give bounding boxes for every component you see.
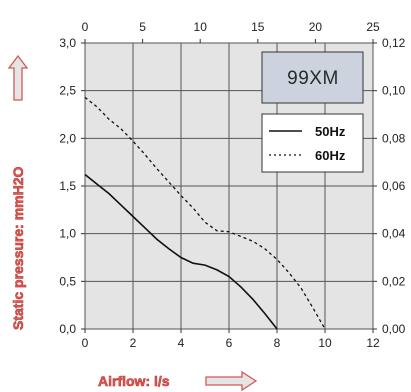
- right-tick-labels: 0,00 0,02 0,04 0,06 0,08 0,10 0,12: [382, 36, 406, 336]
- legend-label-50hz: 50Hz: [315, 124, 346, 139]
- right-tick-label: 0,04: [382, 227, 406, 241]
- top-tick-label: 20: [309, 20, 323, 34]
- x-tick-label: 2: [130, 336, 137, 350]
- right-tick-label: 0,06: [382, 179, 406, 193]
- y-tick-label: 0,0: [59, 322, 76, 336]
- right-tick-label: 0,08: [382, 131, 406, 145]
- y-tick-label: 1,0: [59, 227, 76, 241]
- up-arrow-icon: [7, 54, 29, 101]
- legend: [261, 113, 364, 173]
- y-tick-label: 3,0: [59, 36, 76, 50]
- x-tick-label: 12: [366, 336, 380, 350]
- y-tick-label: 1,5: [59, 179, 76, 193]
- y-tick-label: 2,5: [59, 84, 76, 98]
- axis-ticks: [81, 39, 377, 333]
- x-tick-label: 6: [226, 336, 233, 350]
- right-tick-label: 0,02: [382, 274, 406, 288]
- y-axis-label: Static pressure: mmH2O: [10, 166, 26, 330]
- x-axis-label-group: Airflow: l/s: [98, 370, 258, 392]
- right-tick-label: 0,10: [382, 84, 406, 98]
- y-tick-label: 0,5: [59, 274, 76, 288]
- series-line-50hz: [84, 173, 278, 330]
- y-axis-label-group: Static pressure: mmH2O: [7, 54, 29, 330]
- x-tick-label: 0: [82, 336, 89, 350]
- legend-label-60hz: 60Hz: [315, 148, 346, 163]
- x-tick-label: 10: [318, 336, 332, 350]
- model-label: 99XM: [287, 68, 339, 89]
- top-tick-label: 10: [194, 20, 208, 34]
- top-tick-label: 25: [366, 20, 380, 34]
- top-tick-label: 0: [82, 20, 89, 34]
- right-tick-label: 0,12: [382, 36, 406, 50]
- top-tick-labels: 0 5 10 15 20 25: [82, 20, 380, 34]
- y-tick-labels: 0,0 0,5 1,0 1,5 2,0 2,5 3,0: [59, 36, 76, 336]
- y-tick-label: 2,0: [59, 131, 76, 145]
- model-label-box: [261, 51, 364, 104]
- x-tick-label: 4: [178, 336, 185, 350]
- x-axis-label: Airflow: l/s: [98, 373, 170, 389]
- x-tick-label: 8: [274, 336, 281, 350]
- right-tick-label: 0,00: [382, 322, 406, 336]
- x-tick-labels: 0 2 4 6 8 10 12: [82, 336, 380, 350]
- right-arrow-icon: [205, 370, 258, 392]
- top-tick-label: 15: [251, 20, 265, 34]
- top-tick-label: 5: [139, 20, 146, 34]
